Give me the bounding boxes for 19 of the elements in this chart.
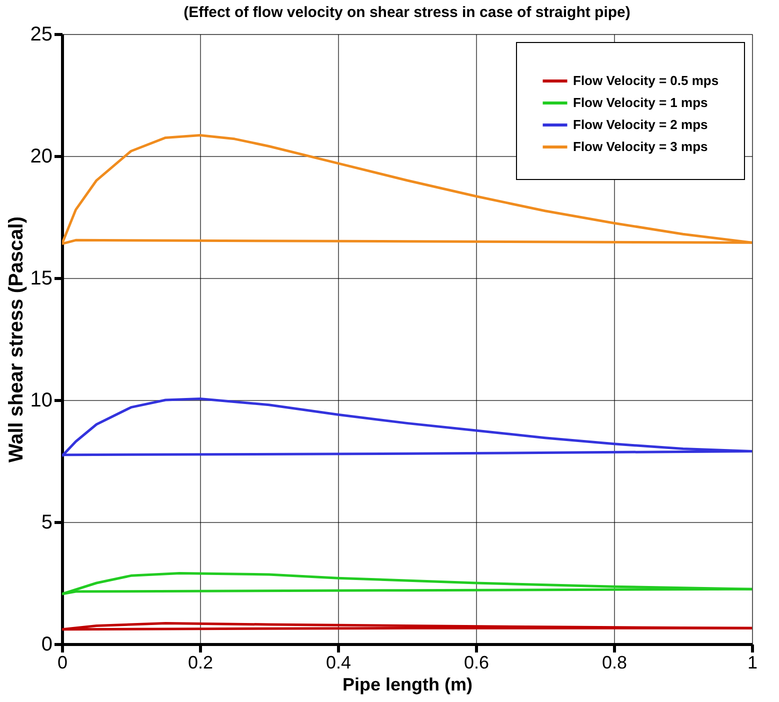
y-tick-label: 0 (41, 634, 52, 656)
legend-label: Flow Velocity = 0.5 mps (573, 73, 719, 88)
x-axis-title: Pipe length (m) (342, 674, 473, 694)
x-tick-label: 0.2 (188, 652, 214, 672)
y-tick-label: 5 (41, 512, 52, 534)
x-tick-label: 0.8 (602, 652, 628, 672)
x-tick-label: 1 (747, 652, 758, 672)
y-tick-label: 10 (30, 390, 52, 412)
legend-label: Flow Velocity = 1 mps (573, 95, 708, 110)
legend-label: Flow Velocity = 3 mps (573, 139, 708, 154)
chart-title: (Effect of flow velocity on shear stress in case of straight pipe) (184, 4, 630, 21)
x-tick-label: 0.4 (326, 652, 352, 672)
y-axis-title: Wall shear stress (Pascal) (5, 216, 28, 463)
y-tick-label: 25 (30, 24, 52, 46)
x-tick-label: 0 (57, 652, 68, 672)
y-tick-label: 15 (30, 268, 52, 290)
legend-label: Flow Velocity = 2 mps (573, 117, 708, 132)
x-tick-label: 0.6 (464, 652, 490, 672)
y-tick-label: 20 (30, 146, 52, 168)
